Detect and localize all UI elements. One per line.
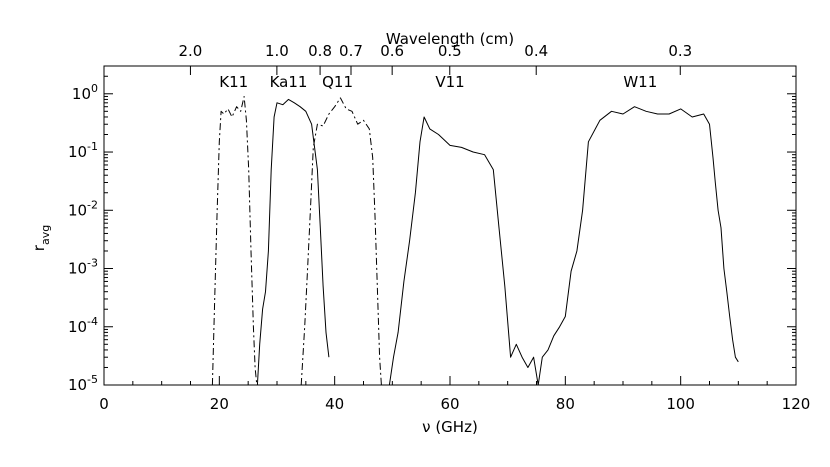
y-tick-label-base: 10 (68, 201, 87, 219)
x-tick-label: 80 (556, 395, 575, 413)
band-label: Ka11 (270, 73, 308, 91)
y-tick-label-exponent: -5 (87, 373, 98, 386)
y-tick-label-exponent: 0 (91, 82, 98, 95)
chart-marks (211, 96, 739, 386)
y-axis-title-base: r (30, 244, 48, 251)
y-tick-label-exponent: -2 (87, 198, 98, 211)
band-label: V11 (435, 73, 464, 91)
top-tick-label: 0.3 (668, 42, 692, 60)
band-labels: K11 Ka11 Q11 V11 W11 (219, 73, 657, 91)
x-tick-label: 20 (210, 395, 229, 413)
bottom-axis: 0 20 40 60 80 100 120 (99, 376, 810, 413)
y-tick-label-base: 10 (72, 85, 91, 103)
y-axis-title-subscript: avg (39, 225, 52, 245)
y-tick-label: 10-3 (68, 257, 98, 278)
band-label: Q11 (322, 73, 353, 91)
y-tick-label-base: 10 (68, 376, 87, 394)
y-tick-label-base: 10 (68, 143, 87, 161)
x-tick-label: 100 (666, 395, 695, 413)
x-axis-title: ν (GHz) (422, 418, 478, 436)
top-tick-label: 1.0 (265, 42, 289, 60)
y-tick-label: 10-2 (68, 198, 98, 219)
top-tick-label: 0.4 (524, 42, 548, 60)
series-line-2 (256, 98, 330, 386)
y-tick-label: 10-1 (68, 140, 98, 161)
x-tick-label: 120 (782, 395, 811, 413)
y-tick-label-base: 10 (68, 318, 87, 336)
top-tick-label: 0.8 (308, 42, 332, 60)
y-tick-label-exponent: -3 (87, 257, 98, 270)
band-label: W11 (623, 73, 657, 91)
y-tick-label: 10-5 (68, 373, 98, 394)
top-axis: 2.0 1.0 0.8 0.7 0.6 0.5 0.4 0.3 (179, 42, 692, 75)
top-tick-label: 0.7 (339, 42, 363, 60)
top-tick-label: 2.0 (179, 42, 203, 60)
series-line-3 (300, 97, 382, 386)
y-tick-label: 10-4 (68, 315, 98, 336)
x-tick-label: 0 (99, 395, 109, 413)
y-tick-label-exponent: -1 (87, 140, 98, 153)
plot-frame (103, 65, 797, 386)
series-line-1 (211, 96, 258, 386)
y-axis-title: ravg (30, 225, 52, 251)
y-tick-label-exponent: -4 (87, 315, 98, 328)
band-label: K11 (219, 73, 248, 91)
top-axis-title: Wavelength (cm) (386, 30, 514, 48)
y-tick-label-base: 10 (68, 260, 87, 278)
x-tick-label: 40 (325, 395, 344, 413)
series-line-4 (388, 106, 739, 386)
top-tick-label: 0.6 (380, 42, 404, 60)
top-tick-label: 0.5 (438, 42, 462, 60)
x-tick-label: 60 (440, 395, 459, 413)
y-tick-label: 100 (72, 82, 98, 103)
